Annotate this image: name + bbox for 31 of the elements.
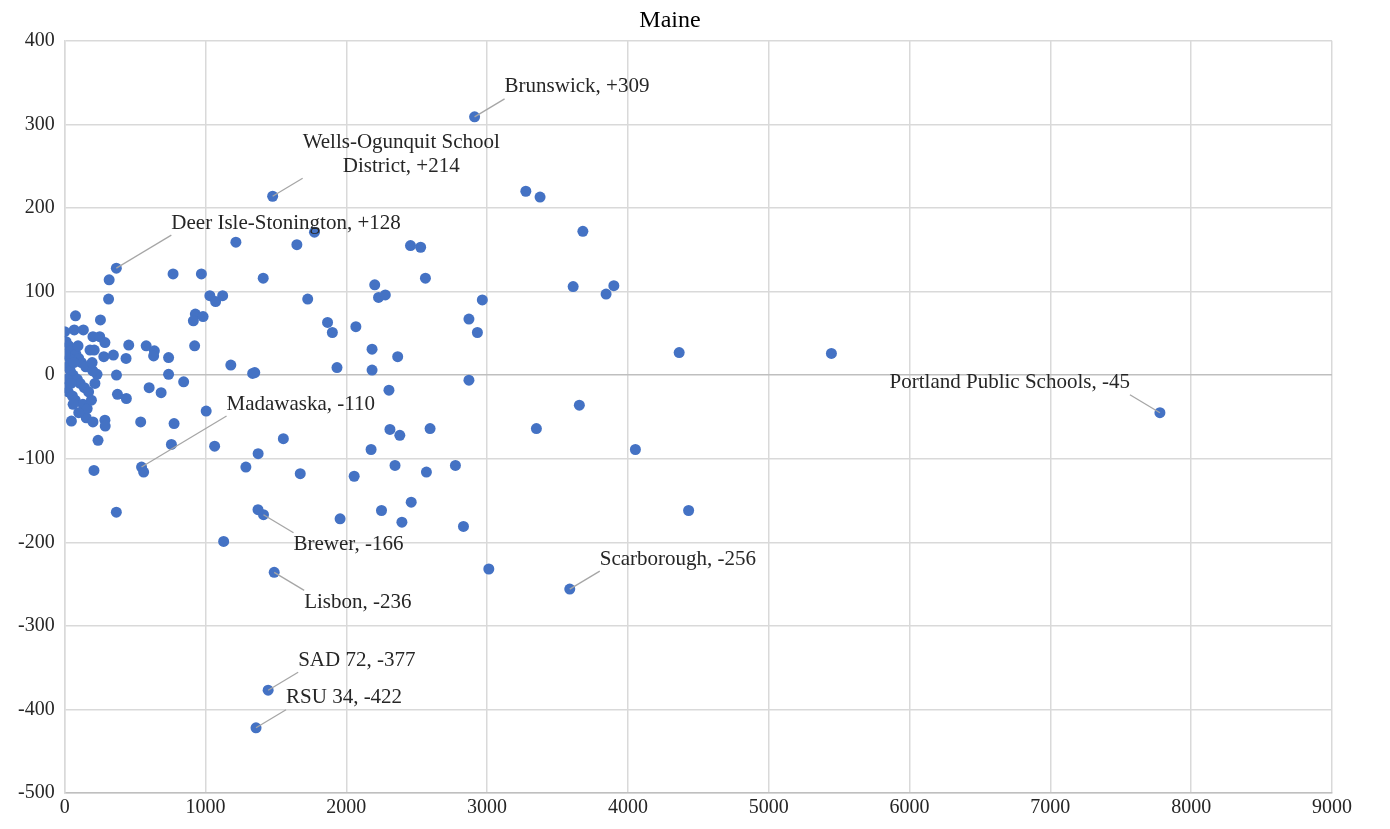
x-tick-label: 9000 — [1312, 795, 1352, 818]
x-tick-label: 1000 — [185, 795, 226, 818]
y-tick-label: 200 — [24, 195, 55, 218]
x-tick-label: 7000 — [1030, 795, 1071, 818]
x-tick-label: 0 — [59, 795, 70, 818]
y-tick-label: -200 — [17, 529, 55, 552]
y-tick-label: 400 — [24, 28, 55, 51]
y-tick-label: 300 — [24, 111, 55, 134]
x-tick-label: 5000 — [748, 795, 789, 818]
annotation: Wells-Ogunquit School District, +214 — [302, 128, 501, 177]
x-tick-label: 4000 — [607, 795, 648, 818]
y-tick-label: 100 — [24, 278, 55, 301]
y-tick-label: -400 — [17, 696, 55, 719]
annotation: Brewer, -166 — [293, 531, 404, 556]
annotation: SAD 72, -377 — [298, 646, 416, 671]
chart-title: Maine — [639, 5, 701, 32]
annotation: Portland Public Schools, -45 — [889, 369, 1130, 394]
annotation: Brunswick, +309 — [504, 73, 650, 98]
annotation: Lisbon, -236 — [304, 588, 412, 613]
x-tick-label: 3000 — [467, 795, 508, 818]
x-tick-label: 8000 — [1171, 795, 1212, 818]
y-tick-label: -300 — [17, 613, 55, 636]
x-tick-label: 6000 — [889, 795, 930, 818]
y-tick-label: -100 — [17, 445, 55, 468]
y-tick-label: -500 — [17, 780, 55, 803]
annotation: RSU 34, -422 — [286, 684, 403, 709]
annotation: Madawaska, -110 — [226, 390, 376, 415]
annotation: Scarborough, -256 — [599, 545, 757, 570]
y-tick-label: 0 — [44, 362, 55, 385]
x-tick-label: 2000 — [326, 795, 367, 818]
annotation: Deer Isle-Stonington, +128 — [171, 209, 401, 234]
